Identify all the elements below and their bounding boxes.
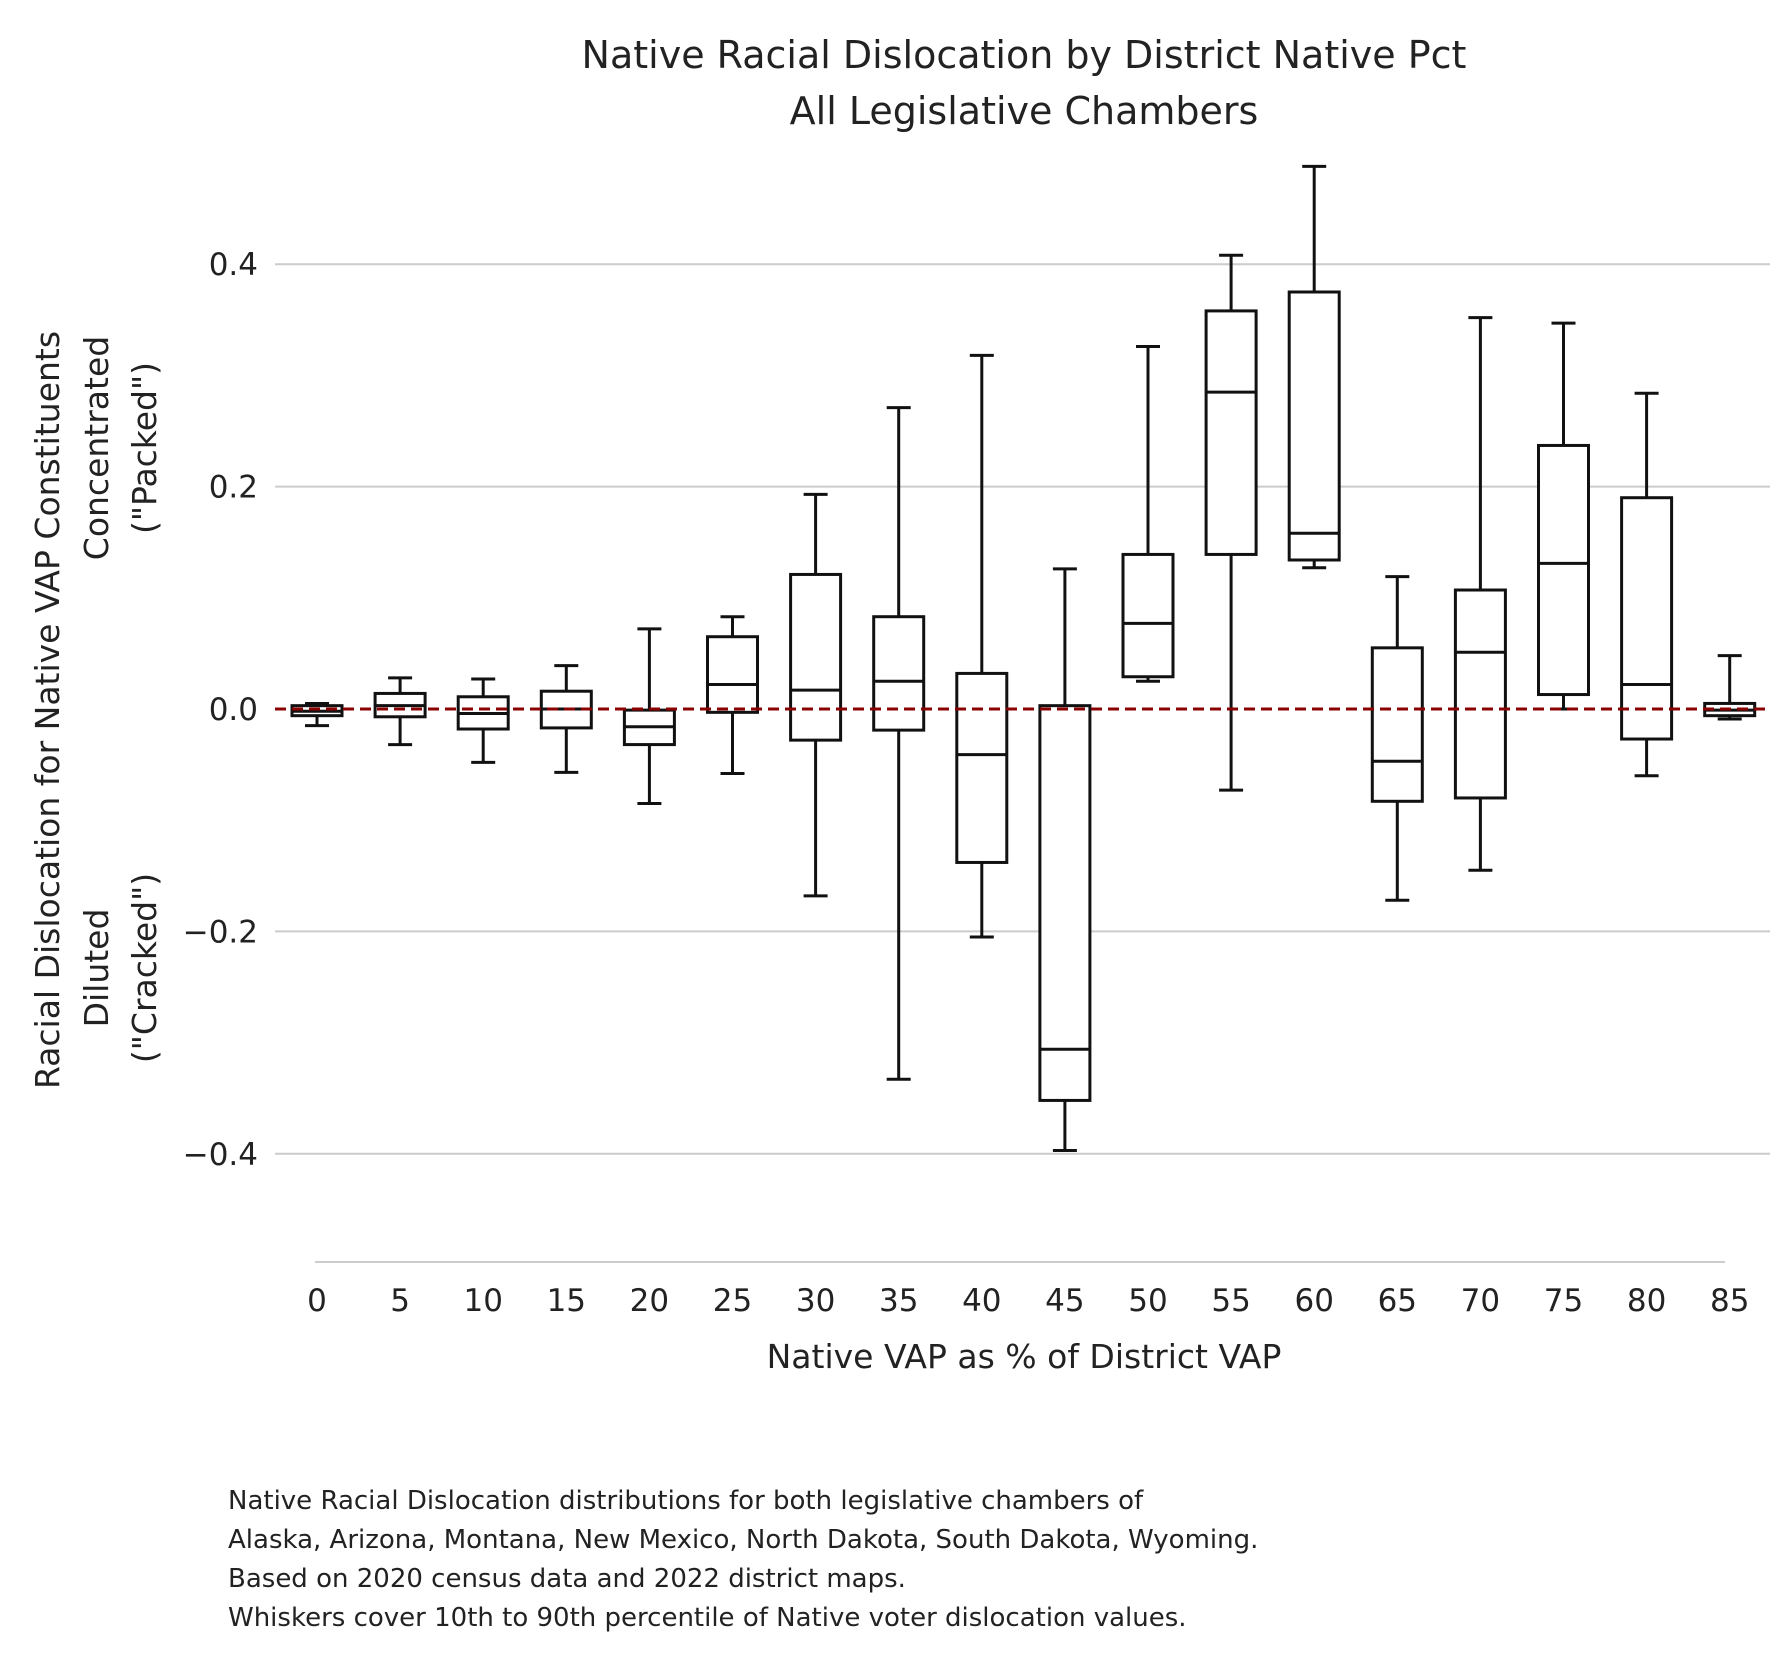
iqr-box <box>1453 588 1507 800</box>
chart-title-line-1: Native Racial Dislocation by District Na… <box>582 33 1467 77</box>
x-tick-label: 85 <box>1710 1283 1749 1319</box>
x-tick-label: 80 <box>1627 1283 1666 1319</box>
x-tick-label: 40 <box>962 1283 1001 1319</box>
y-axis-label-diluted: Diluted <box>77 909 116 1028</box>
box-65 <box>1370 575 1424 902</box>
iqr-box <box>1287 290 1341 562</box>
iqr-box <box>1537 443 1590 697</box>
box-45 <box>1038 567 1092 1152</box>
box-25 <box>706 615 759 775</box>
y-axis-label-main: Racial Dislocation for Native VAP Consti… <box>28 331 67 1089</box>
iqr-box <box>1370 646 1424 803</box>
caption-line: Native Racial Dislocation distributions … <box>228 1486 1144 1516</box>
iqr-box <box>872 615 926 732</box>
box-5 <box>373 676 427 747</box>
x-tick-label: 65 <box>1378 1283 1417 1319</box>
x-tick-label: 55 <box>1211 1283 1250 1319</box>
y-axis-label-concentrated: Concentrated <box>77 336 116 560</box>
x-tick-label: 30 <box>796 1283 835 1319</box>
y-tick-label: −0.4 <box>183 1137 258 1173</box>
caption-line: Based on 2020 census data and 2022 distr… <box>228 1564 906 1594</box>
box-10 <box>456 677 510 764</box>
x-tick-label: 20 <box>630 1283 669 1319</box>
iqr-box <box>1121 552 1175 679</box>
iqr-box <box>1204 309 1258 556</box>
y-tick-label: −0.2 <box>183 914 258 950</box>
boxes <box>290 164 1757 1152</box>
box-plot-chart: Native Racial Dislocation by District Na… <box>28 33 1770 1376</box>
caption-line: Alaska, Arizona, Montana, New Mexico, No… <box>228 1525 1259 1555</box>
gridlines <box>275 263 1770 1155</box>
x-tick-label: 5 <box>390 1283 410 1319</box>
box-80 <box>1620 391 1674 778</box>
box-55 <box>1204 253 1258 792</box>
box-0 <box>290 701 344 728</box>
y-axis-label: Racial Dislocation for Native VAP Consti… <box>28 331 164 1089</box>
y-axis-label-packed: ("Packed") <box>125 362 164 534</box>
y-axis-ticks: −0.4 −0.2 0.0 0.2 0.4 <box>183 247 258 1173</box>
y-axis-label-cracked: ("Cracked") <box>125 873 164 1063</box>
iqr-box <box>1620 496 1674 741</box>
x-tick-label: 15 <box>547 1283 586 1319</box>
iqr-box <box>955 671 1009 864</box>
y-tick-label: 0.0 <box>209 692 258 728</box>
x-tick-label: 75 <box>1544 1283 1583 1319</box>
box-40 <box>955 353 1009 939</box>
x-axis-ticks: 0 5 10 15 20 25 30 35 40 45 50 55 60 65 70 75 80 85 <box>307 1283 1749 1319</box>
x-axis-label: Native VAP as % of District VAP <box>767 1337 1282 1376</box>
box-15 <box>539 664 593 774</box>
box-75 <box>1537 321 1590 711</box>
x-tick-label: 10 <box>463 1283 502 1319</box>
caption-line: Whiskers cover 10th to 90th percentile o… <box>228 1603 1187 1633</box>
chart-title-line-2: All Legislative Chambers <box>790 89 1259 133</box>
box-30 <box>789 492 843 898</box>
box-60 <box>1287 164 1341 570</box>
x-tick-label: 60 <box>1294 1283 1333 1319</box>
box-50 <box>1121 344 1175 683</box>
x-tick-label: 35 <box>879 1283 918 1319</box>
x-tick-label: 25 <box>713 1283 752 1319</box>
iqr-box <box>1038 704 1092 1102</box>
x-tick-label: 45 <box>1045 1283 1084 1319</box>
box-70 <box>1453 316 1507 872</box>
iqr-box <box>789 572 843 742</box>
iqr-box <box>706 635 759 714</box>
box-20 <box>622 627 676 806</box>
chart-caption: Native Racial Dislocation distributions … <box>228 1482 1628 1638</box>
box-35 <box>872 406 926 1081</box>
x-tick-label: 70 <box>1461 1283 1500 1319</box>
x-tick-label: 50 <box>1128 1283 1167 1319</box>
y-tick-label: 0.2 <box>209 470 258 506</box>
x-tick-label: 0 <box>307 1283 327 1319</box>
y-tick-label: 0.4 <box>209 247 258 283</box>
